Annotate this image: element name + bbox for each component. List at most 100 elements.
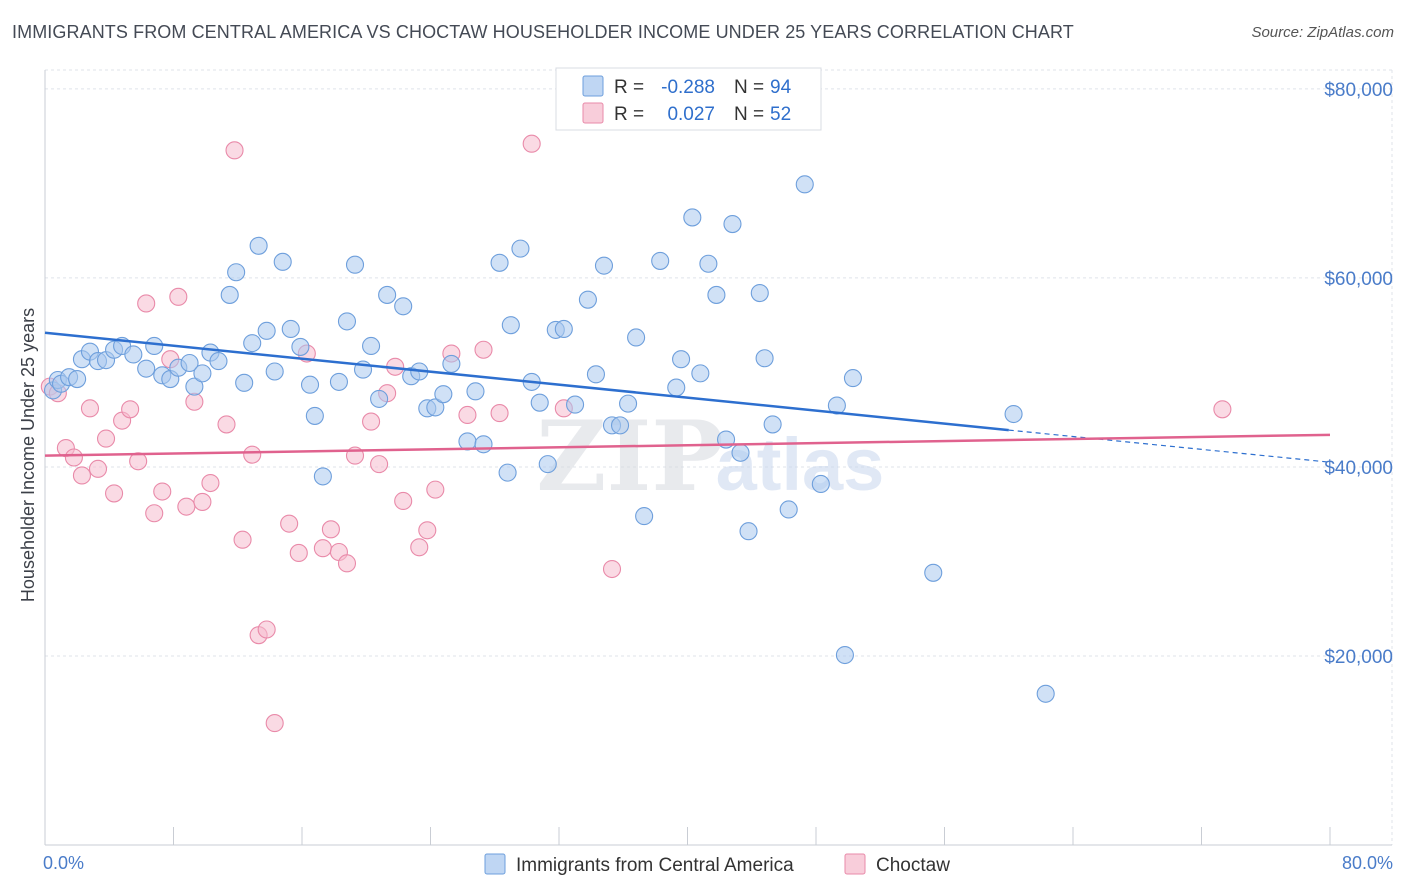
central-america-point xyxy=(185,377,204,396)
central-america-point xyxy=(498,463,517,482)
legend-n-value-pink: 52 xyxy=(770,104,791,125)
central-america-point xyxy=(739,522,758,541)
central-america-point xyxy=(137,359,156,378)
central-america-point xyxy=(291,337,310,356)
choctaw-point xyxy=(105,484,124,503)
central-america-point xyxy=(501,316,520,335)
y-tick-label: $20,000 xyxy=(1324,647,1393,668)
central-america-point xyxy=(731,443,750,462)
central-america-point xyxy=(243,334,262,353)
choctaw-point xyxy=(410,538,429,557)
legend-r-label-pink: R = xyxy=(614,104,644,125)
choctaw-point xyxy=(217,415,236,434)
central-america-point xyxy=(434,385,453,404)
central-america-point xyxy=(220,285,239,304)
series-legend-swatch-pink xyxy=(844,853,866,875)
watermark-atlas: atlas xyxy=(716,423,885,506)
choctaw-point xyxy=(243,445,262,464)
x-tick-label-max: 80.0% xyxy=(1342,853,1393,873)
legend-n-label-pink: N = xyxy=(734,104,764,125)
central-america-point xyxy=(672,350,691,369)
choctaw-point xyxy=(80,399,100,418)
central-america-point xyxy=(530,393,549,412)
choctaw-point xyxy=(602,559,622,579)
choctaw-point xyxy=(474,340,493,359)
central-america-point xyxy=(610,416,630,435)
choctaw-point xyxy=(362,412,381,431)
choctaw-point xyxy=(265,714,284,733)
central-america-point xyxy=(755,349,774,368)
y-tick-label: $40,000 xyxy=(1324,458,1393,479)
choctaw-point xyxy=(313,539,332,558)
y-tick-label: $60,000 xyxy=(1324,269,1393,290)
choctaw-point xyxy=(193,492,212,511)
central-america-point xyxy=(683,208,702,227)
legend-n-value-blue: 94 xyxy=(770,77,792,98)
series-legend-label-pink: Choctaw xyxy=(876,855,950,876)
choctaw-point xyxy=(72,466,91,485)
central-america-point xyxy=(490,253,509,272)
central-america-point xyxy=(68,370,87,389)
central-america-point xyxy=(1036,684,1055,703)
choctaw-point xyxy=(201,473,220,493)
central-america-point xyxy=(763,415,782,434)
central-america-point xyxy=(554,319,573,339)
choctaw-point xyxy=(64,448,83,467)
choctaw-point xyxy=(129,452,148,471)
central-america-point xyxy=(193,364,212,383)
central-america-trend-line xyxy=(44,331,1009,432)
choctaw-point xyxy=(280,514,299,533)
central-america-point xyxy=(305,406,324,425)
choctaw-point xyxy=(1213,400,1232,419)
choctaw-point xyxy=(394,491,413,511)
zipatlas-watermark: ZIP atlas xyxy=(536,400,884,513)
choctaw-point xyxy=(490,404,509,423)
choctaw-points xyxy=(40,134,1232,733)
choctaw-point xyxy=(418,521,437,540)
central-america-point xyxy=(426,398,445,417)
central-america-point xyxy=(619,394,638,413)
central-america-point xyxy=(750,283,769,303)
source-credit: Source: ZipAtlas.com xyxy=(1251,24,1394,41)
choctaw-point xyxy=(522,134,541,153)
central-america-point xyxy=(345,255,365,274)
central-america-point xyxy=(827,396,846,415)
central-america-point xyxy=(843,369,862,388)
x-tick-labels: 0.0% 80.0% xyxy=(43,853,1393,873)
central-america-point xyxy=(209,352,228,371)
series-legend-swatch-blue xyxy=(484,853,506,875)
central-america-point xyxy=(442,354,461,373)
central-america-point xyxy=(235,373,254,392)
choctaw-point xyxy=(233,530,252,549)
series-legend: Immigrants from Central America Choctaw xyxy=(484,853,950,876)
choctaw-point xyxy=(121,400,140,419)
central-america-point xyxy=(578,290,597,309)
choctaw-point xyxy=(169,287,188,306)
central-america-point xyxy=(124,345,143,364)
choctaw-point xyxy=(458,405,477,425)
central-america-point xyxy=(594,256,614,275)
central-america-point xyxy=(378,285,397,304)
central-america-point xyxy=(180,353,199,373)
central-america-point xyxy=(300,375,320,394)
central-america-point xyxy=(707,285,726,304)
axes xyxy=(44,70,1392,846)
legend-n-label-blue: N = xyxy=(734,77,764,98)
central-america-point xyxy=(227,263,246,282)
stats-legend: R = -0.288 N = 94 R = 0.027 N = 52 xyxy=(555,67,822,131)
central-america-point xyxy=(924,563,943,582)
central-america-point xyxy=(723,215,742,234)
choctaw-point xyxy=(225,141,244,160)
x-tick-label-min: 0.0% xyxy=(43,853,84,873)
choctaw-point xyxy=(257,620,276,639)
legend-r-value-blue: -0.288 xyxy=(661,77,715,98)
central-america-point xyxy=(699,254,718,273)
central-america-point xyxy=(651,251,670,270)
choctaw-point xyxy=(88,459,108,478)
choctaw-point xyxy=(370,455,389,474)
choctaw-trend-line xyxy=(44,433,1331,457)
central-america-point xyxy=(835,645,854,665)
central-america-point xyxy=(779,500,798,519)
choctaw-point xyxy=(426,480,445,499)
